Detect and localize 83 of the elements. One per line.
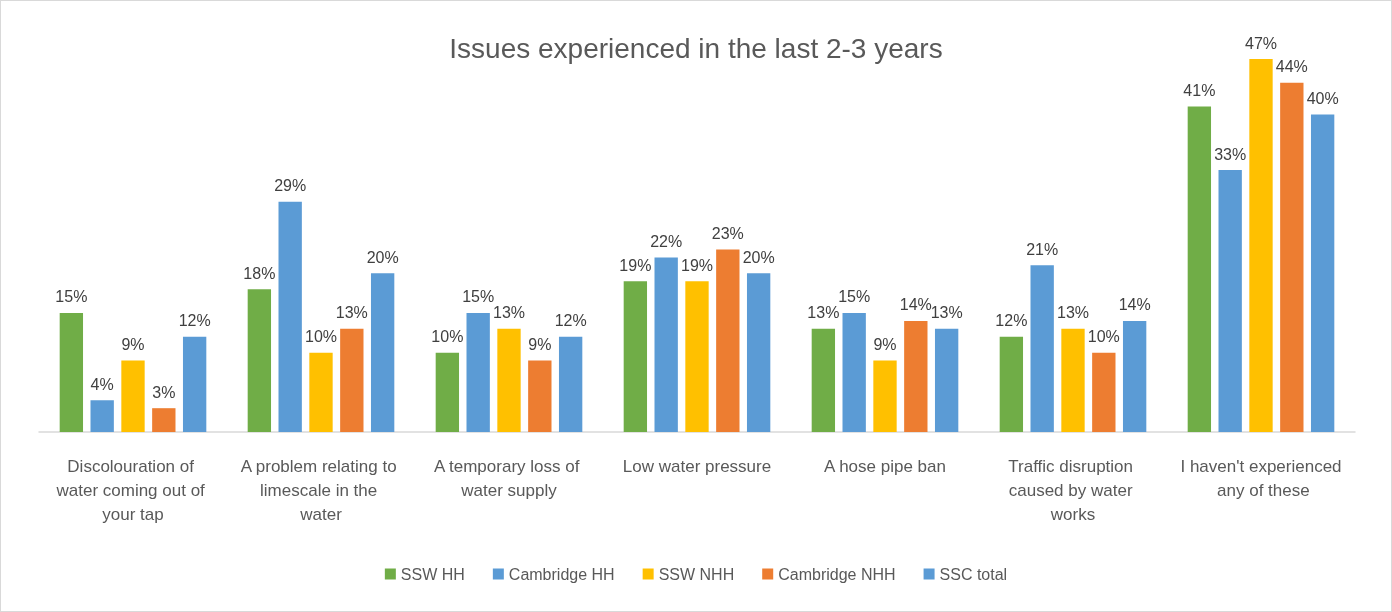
bar bbox=[466, 312, 490, 432]
x-tick-label: A temporary loss of water supply bbox=[433, 456, 585, 500]
bar bbox=[558, 336, 583, 432]
bar bbox=[904, 320, 928, 432]
legend-label: SSW NHH bbox=[658, 565, 735, 583]
data-label: 18% bbox=[243, 264, 276, 282]
bar bbox=[685, 281, 709, 432]
data-label: 13% bbox=[492, 304, 526, 322]
bar bbox=[121, 360, 145, 432]
bar bbox=[811, 328, 836, 432]
bar bbox=[59, 312, 84, 432]
data-label: 44% bbox=[1275, 58, 1308, 76]
data-label: 14% bbox=[899, 296, 932, 314]
bar bbox=[278, 201, 302, 432]
bar bbox=[1092, 352, 1116, 432]
bar bbox=[497, 328, 521, 432]
legend-label: Cambridge HH bbox=[508, 565, 615, 583]
data-label: 12% bbox=[178, 312, 211, 330]
bar bbox=[873, 360, 897, 432]
data-label: 20% bbox=[366, 248, 399, 266]
bar bbox=[623, 281, 648, 432]
bar bbox=[247, 289, 272, 432]
bar bbox=[934, 328, 959, 432]
data-label: 21% bbox=[1026, 240, 1059, 258]
data-label: 12% bbox=[995, 312, 1028, 330]
data-label: 40% bbox=[1306, 90, 1339, 108]
data-label: 3% bbox=[152, 383, 176, 401]
legend-label: SSC total bbox=[939, 565, 1008, 583]
x-tick-label: I haven't experienced any of these bbox=[1180, 456, 1342, 500]
bar bbox=[1249, 59, 1273, 432]
bar bbox=[152, 408, 176, 432]
data-label: 29% bbox=[274, 177, 307, 195]
bar bbox=[1187, 106, 1212, 432]
bar bbox=[1122, 320, 1147, 432]
chart-title: Issues experienced in the last 2-3 years bbox=[449, 32, 943, 64]
bar bbox=[1280, 82, 1304, 432]
bar bbox=[182, 336, 207, 432]
bar bbox=[435, 352, 460, 432]
x-tick-label: A problem relating to limescale in the water bbox=[240, 456, 402, 524]
data-label: 12% bbox=[554, 312, 587, 330]
data-label: 9% bbox=[121, 336, 145, 354]
data-label: 10% bbox=[304, 328, 338, 346]
bar bbox=[528, 360, 552, 432]
bar bbox=[999, 336, 1024, 432]
bar bbox=[842, 312, 866, 432]
data-label: 15% bbox=[55, 288, 88, 306]
bar bbox=[1310, 114, 1335, 432]
bar bbox=[716, 249, 740, 432]
data-label: 10% bbox=[1087, 328, 1120, 346]
bar bbox=[746, 273, 771, 432]
bar bbox=[1218, 170, 1242, 432]
data-label: 9% bbox=[528, 336, 552, 354]
data-label: 13% bbox=[335, 304, 368, 322]
x-tick-label: A hose pipe ban bbox=[824, 456, 946, 476]
data-label: 4% bbox=[90, 375, 114, 393]
data-label: 10% bbox=[431, 328, 464, 346]
data-label: 13% bbox=[930, 304, 963, 322]
bar bbox=[90, 400, 114, 432]
data-label: 15% bbox=[462, 288, 495, 306]
data-label: 20% bbox=[742, 248, 775, 266]
data-label: 13% bbox=[807, 304, 840, 322]
data-label: 13% bbox=[1056, 304, 1090, 322]
data-label: 33% bbox=[1214, 145, 1247, 163]
bar bbox=[370, 273, 395, 432]
bar bbox=[1030, 265, 1054, 432]
x-tick-label: Discolouration of water coming out of your tap bbox=[55, 456, 210, 524]
data-label: 15% bbox=[838, 288, 871, 306]
data-label: 22% bbox=[650, 232, 683, 250]
data-label: 47% bbox=[1244, 34, 1278, 52]
data-label: 19% bbox=[680, 256, 714, 274]
x-tick-label: Traffic disruption caused by water works bbox=[1008, 456, 1138, 524]
data-label: 41% bbox=[1183, 82, 1216, 100]
bar bbox=[654, 257, 678, 432]
legend-label: SSW HH bbox=[400, 565, 465, 583]
bar bbox=[309, 352, 333, 432]
data-label: 23% bbox=[711, 224, 744, 242]
legend-label: Cambridge NHH bbox=[778, 565, 896, 583]
data-label: 9% bbox=[873, 336, 897, 354]
bar bbox=[1061, 328, 1085, 432]
bar bbox=[340, 328, 364, 432]
data-label: 14% bbox=[1118, 296, 1151, 314]
data-label: 19% bbox=[619, 256, 652, 274]
x-tick-label: Low water pressure bbox=[622, 456, 772, 476]
